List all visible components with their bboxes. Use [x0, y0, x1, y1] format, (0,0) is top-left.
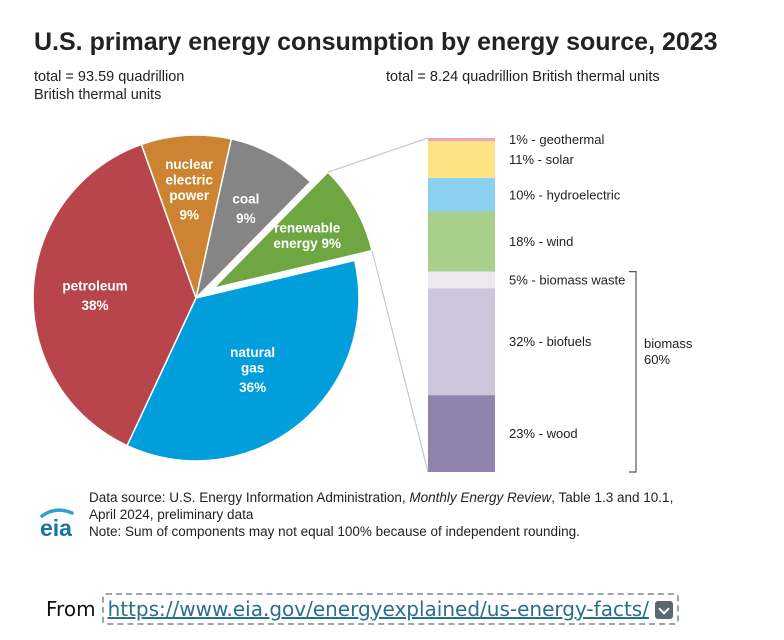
stack-segment-wood [428, 395, 495, 472]
connector-lines [327, 137, 429, 473]
slice-label-renewable-energy: renewable energy 9% [273, 221, 341, 252]
chevron-down-icon[interactable] [654, 601, 673, 619]
slice-label-petroleum: petroleum 38% [62, 278, 127, 313]
pie-slice-coal [194, 137, 312, 301]
stack-label-hydroelectric: 10% - hydroelectric [509, 187, 621, 202]
pie-slice-petroleum [32, 143, 197, 447]
stack-label-biofuels: 32% - biofuels [509, 334, 592, 349]
slice-label-coal: coal 9% [232, 192, 259, 227]
biomass-group-label: biomass 60% [644, 336, 696, 367]
stacked-bar: 1% - geothermal 11% - solar 10% - hydroele… [428, 132, 625, 472]
rounding-note: Note: Sum of components may not equal 10… [89, 524, 580, 539]
stack-label-wind: 18% - wind [509, 234, 573, 249]
pie-chart: petroleum 38% nuclear electric power 9% coal 9%… [32, 134, 373, 462]
pie-slice-nuclear-electric-power [140, 134, 233, 301]
connector-bottom [371, 250, 429, 473]
stack-segment-solar [428, 141, 495, 179]
slice-label-natural-gas: natural gas 36% [230, 345, 275, 395]
energy-chart: U.S. primary energy consumption by energ… [32, 28, 718, 541]
stack-segment-biofuels [428, 288, 495, 396]
source-link-text: https://www.eia.gov/energyexplained/us-e… [107, 597, 649, 621]
chart-title: U.S. primary energy consumption by energ… [34, 28, 718, 56]
stack-segment-geothermal [428, 138, 495, 142]
stack-subtitle: total = 8.24 quadrillion British thermal… [386, 69, 660, 85]
source-link[interactable]: https://www.eia.gov/energyexplained/us-e… [101, 593, 679, 625]
data-source-line-2: April 2024, preliminary data [89, 507, 254, 522]
stack-label-geothermal: 1% - geothermal [509, 132, 604, 147]
stack-segment-hydroelectric [428, 178, 495, 212]
pie-slice-natural-gas [126, 259, 360, 462]
source-caption: From https://www.eia.gov/energyexplained… [46, 590, 679, 628]
caption-prefix: From [46, 597, 96, 621]
connector-top [327, 137, 429, 173]
stack-label-biomass-waste: 5% - biomass waste [509, 272, 625, 287]
pie-subtitle: total = 93.59 quadrillion British therma… [34, 69, 188, 103]
data-source: Data source: U.S. Energy Information Adm… [89, 490, 673, 505]
biomass-bracket: biomass 60% [629, 271, 696, 473]
stack-label-wood: 23% - wood [509, 426, 578, 441]
stack-segment-biomass-waste [428, 271, 495, 289]
slice-label-nuclear-electric-power: nuclear electric power 9% [165, 157, 214, 223]
pie-slice-renewable-energy [211, 171, 373, 290]
eia-logo-text: eia [40, 515, 72, 541]
stack-label-solar: 11% - solar [509, 152, 574, 167]
stack-segment-wind [428, 211, 495, 272]
eia-logo: eia [40, 508, 74, 541]
